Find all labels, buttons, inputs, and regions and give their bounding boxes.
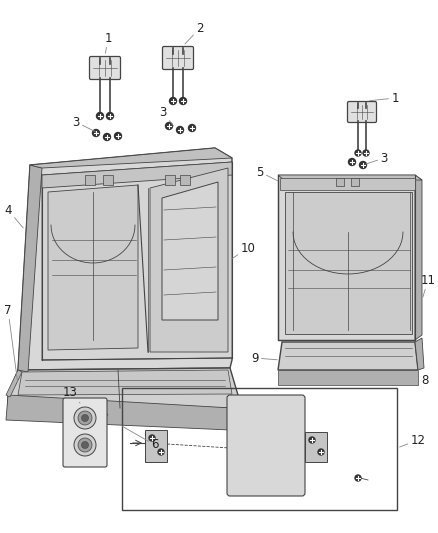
Circle shape bbox=[355, 150, 361, 156]
Text: 4: 4 bbox=[4, 204, 23, 228]
Circle shape bbox=[349, 158, 356, 166]
Polygon shape bbox=[42, 162, 232, 360]
Polygon shape bbox=[162, 182, 218, 320]
Text: 1: 1 bbox=[104, 31, 112, 53]
Polygon shape bbox=[280, 178, 415, 190]
Circle shape bbox=[81, 415, 88, 422]
Polygon shape bbox=[8, 368, 238, 412]
Text: 9: 9 bbox=[251, 351, 277, 365]
Circle shape bbox=[78, 438, 92, 452]
Circle shape bbox=[180, 98, 187, 104]
Text: 11: 11 bbox=[420, 273, 435, 297]
FancyBboxPatch shape bbox=[347, 101, 377, 123]
Circle shape bbox=[74, 407, 96, 429]
Polygon shape bbox=[278, 342, 418, 370]
Circle shape bbox=[74, 434, 96, 456]
Text: 10: 10 bbox=[232, 241, 255, 259]
Polygon shape bbox=[88, 408, 108, 416]
Bar bbox=[145, 430, 167, 462]
Polygon shape bbox=[42, 162, 232, 188]
Circle shape bbox=[170, 98, 177, 104]
Polygon shape bbox=[18, 370, 232, 395]
Polygon shape bbox=[6, 370, 22, 397]
Text: 13: 13 bbox=[63, 386, 80, 403]
Circle shape bbox=[177, 126, 184, 133]
Text: 12: 12 bbox=[399, 433, 425, 447]
Text: 3: 3 bbox=[366, 151, 388, 165]
Circle shape bbox=[96, 112, 103, 119]
Polygon shape bbox=[278, 175, 415, 340]
Bar bbox=[351, 178, 359, 186]
Text: 1: 1 bbox=[370, 92, 399, 104]
FancyBboxPatch shape bbox=[89, 56, 120, 79]
Circle shape bbox=[158, 449, 164, 455]
Polygon shape bbox=[150, 168, 228, 352]
Polygon shape bbox=[18, 165, 42, 372]
Circle shape bbox=[149, 435, 155, 441]
Circle shape bbox=[318, 449, 324, 455]
Polygon shape bbox=[18, 148, 232, 370]
Circle shape bbox=[92, 130, 99, 136]
Circle shape bbox=[103, 133, 110, 141]
Polygon shape bbox=[30, 148, 232, 168]
Bar bbox=[85, 175, 95, 185]
Bar bbox=[165, 175, 175, 185]
Circle shape bbox=[355, 475, 361, 481]
Circle shape bbox=[363, 150, 369, 156]
Polygon shape bbox=[278, 370, 418, 385]
Bar bbox=[180, 175, 190, 185]
Text: 2: 2 bbox=[185, 21, 204, 44]
Circle shape bbox=[188, 125, 195, 132]
Polygon shape bbox=[415, 175, 422, 340]
Text: 3: 3 bbox=[72, 116, 95, 132]
Text: 3: 3 bbox=[159, 106, 173, 126]
Circle shape bbox=[114, 133, 121, 140]
Bar bbox=[103, 175, 113, 185]
FancyBboxPatch shape bbox=[63, 398, 107, 467]
Circle shape bbox=[360, 161, 367, 168]
Circle shape bbox=[309, 437, 315, 443]
FancyBboxPatch shape bbox=[162, 46, 194, 69]
Circle shape bbox=[106, 112, 113, 119]
Polygon shape bbox=[6, 395, 232, 430]
Bar bbox=[336, 178, 344, 186]
Text: 8: 8 bbox=[418, 370, 429, 386]
Text: 7: 7 bbox=[4, 303, 18, 382]
Polygon shape bbox=[48, 185, 138, 350]
Polygon shape bbox=[278, 175, 422, 180]
Circle shape bbox=[78, 411, 92, 425]
Bar bbox=[122, 388, 397, 510]
Circle shape bbox=[81, 441, 88, 448]
Text: 6: 6 bbox=[122, 426, 159, 451]
Polygon shape bbox=[415, 338, 424, 370]
FancyBboxPatch shape bbox=[227, 395, 305, 496]
Text: 5: 5 bbox=[256, 166, 278, 181]
Bar bbox=[305, 432, 327, 462]
Circle shape bbox=[166, 123, 173, 130]
Polygon shape bbox=[285, 192, 412, 334]
